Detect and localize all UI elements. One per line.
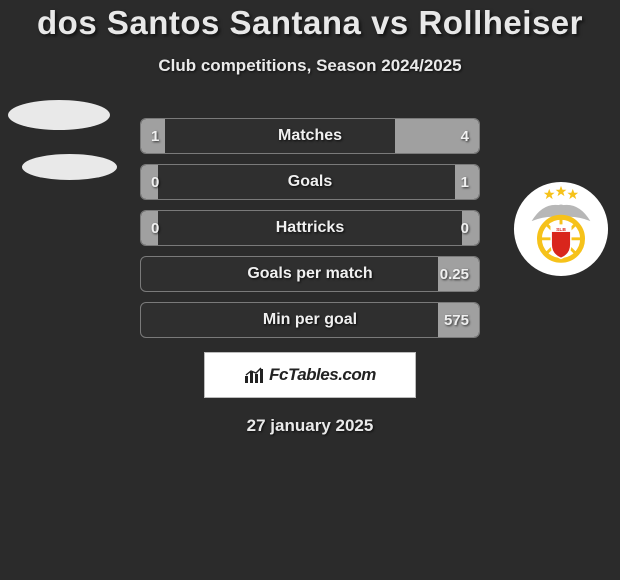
stat-row: 575Min per goal xyxy=(140,302,480,338)
stat-label: Goals xyxy=(141,173,479,191)
date-line: 27 january 2025 xyxy=(0,416,620,436)
left-player-placeholders xyxy=(8,100,117,204)
page-title: dos Santos Santana vs Rollheiser xyxy=(0,4,620,42)
stat-label: Matches xyxy=(141,127,479,145)
stat-label: Min per goal xyxy=(141,311,479,329)
stat-label: Hattricks xyxy=(141,219,479,237)
placeholder-ellipse xyxy=(22,154,117,180)
club-crest: SLB xyxy=(512,180,610,278)
stat-row: 01Goals xyxy=(140,164,480,200)
stat-rows: 14Matches 01Goals 00Hattricks 0.25Goals per… xyxy=(140,118,480,338)
placeholder-ellipse xyxy=(8,100,110,130)
brand-text: FcTables.com xyxy=(269,365,376,385)
stat-row: 0.25Goals per match xyxy=(140,256,480,292)
stat-row: 00Hattricks xyxy=(140,210,480,246)
brand-label: FcTables.com xyxy=(244,365,376,385)
chart-icon xyxy=(244,366,266,384)
svg-text:SLB: SLB xyxy=(556,227,566,233)
page-subtitle: Club competitions, Season 2024/2025 xyxy=(0,56,620,76)
brand-box[interactable]: FcTables.com xyxy=(204,352,416,398)
stat-row: 14Matches xyxy=(140,118,480,154)
benfica-crest-icon: SLB xyxy=(512,180,610,278)
comparison-card: dos Santos Santana vs Rollheiser Club co… xyxy=(0,0,620,436)
stat-label: Goals per match xyxy=(141,265,479,283)
stats-area: SLB 14Matches 01Goals 00Hattricks 0.25Goals… xyxy=(0,118,620,338)
